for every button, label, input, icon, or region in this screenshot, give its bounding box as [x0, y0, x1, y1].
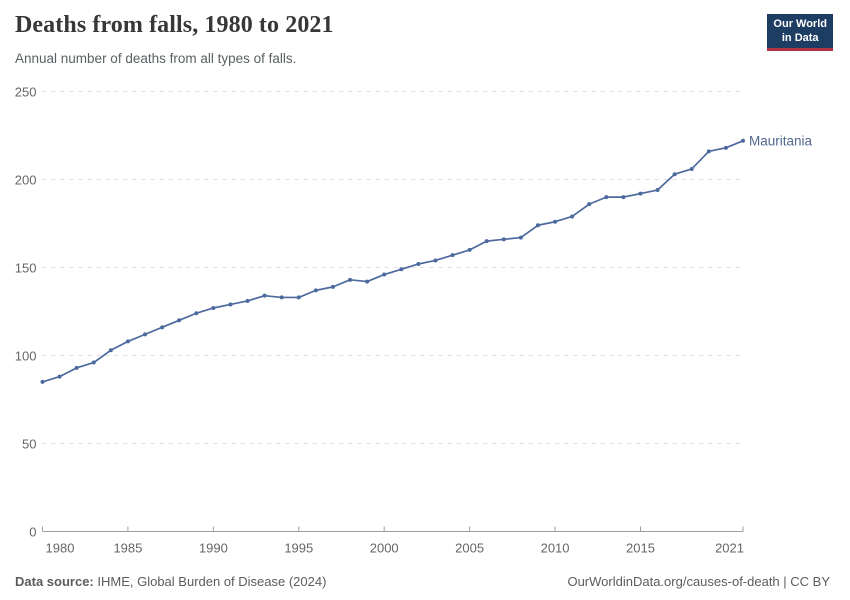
data-point[interactable]	[535, 223, 540, 228]
data-point[interactable]	[74, 365, 79, 370]
data-point[interactable]	[484, 239, 489, 244]
x-tick-label: 2000	[370, 541, 399, 556]
logo-line1: Our World	[773, 18, 827, 30]
x-tick-label: 1980	[46, 541, 75, 556]
data-point[interactable]	[741, 138, 745, 143]
data-point[interactable]	[108, 348, 113, 353]
data-point[interactable]	[245, 298, 250, 303]
data-point[interactable]	[177, 318, 182, 323]
data-point[interactable]	[723, 145, 728, 150]
data-point[interactable]	[587, 202, 592, 207]
data-point[interactable]	[296, 295, 301, 300]
x-tick-label: 2021	[715, 541, 744, 556]
data-point[interactable]	[40, 379, 45, 384]
data-point[interactable]	[228, 302, 233, 307]
data-point[interactable]	[313, 288, 318, 293]
data-point[interactable]	[382, 272, 387, 277]
data-point[interactable]	[211, 305, 216, 310]
y-tick-label: 0	[29, 525, 36, 540]
data-point[interactable]	[689, 166, 694, 171]
x-tick-label: 1990	[199, 541, 228, 556]
data-point[interactable]	[194, 311, 199, 316]
data-point[interactable]	[348, 277, 353, 282]
chart-footer: Data source: IHME, Global Burden of Dise…	[15, 574, 830, 589]
logo-line2: in Data	[781, 31, 819, 44]
y-tick-label: 150	[15, 261, 37, 276]
data-point[interactable]	[262, 293, 267, 298]
data-point[interactable]	[91, 360, 96, 365]
data-point[interactable]	[279, 295, 284, 300]
data-point[interactable]	[433, 258, 438, 263]
y-tick-label: 100	[15, 349, 37, 364]
x-tick-label: 2010	[541, 541, 570, 556]
y-tick-label: 50	[22, 437, 36, 452]
data-point[interactable]	[125, 339, 130, 344]
data-point[interactable]	[330, 284, 335, 289]
entity-label[interactable]: Mauritania	[749, 133, 813, 148]
data-line[interactable]	[41, 139, 744, 383]
data-point[interactable]	[143, 332, 148, 337]
data-point[interactable]	[450, 253, 455, 258]
data-point[interactable]	[160, 325, 165, 330]
y-tick-label: 200	[15, 173, 37, 188]
data-point[interactable]	[706, 149, 711, 154]
x-tick-label: 2005	[455, 541, 484, 556]
footer-license-link[interactable]: OurWorldinData.org/causes-of-death | CC …	[567, 574, 830, 589]
data-point[interactable]	[570, 214, 575, 219]
x-tick-label: 2015	[626, 541, 655, 556]
x-tick-label: 1995	[284, 541, 313, 556]
data-point[interactable]	[416, 261, 421, 266]
data-point[interactable]	[501, 237, 506, 242]
data-point[interactable]	[57, 374, 62, 379]
data-source: Data source: IHME, Global Burden of Dise…	[15, 574, 326, 589]
data-point[interactable]	[655, 188, 660, 193]
data-point[interactable]	[553, 219, 558, 224]
y-tick-label: 250	[15, 85, 37, 100]
chart-subtitle: Annual number of deaths from all types o…	[15, 51, 297, 66]
data-point[interactable]	[365, 279, 370, 284]
data-point[interactable]	[672, 172, 677, 177]
chart-title: Deaths from falls, 1980 to 2021	[15, 12, 334, 38]
data-point[interactable]	[467, 247, 472, 252]
data-point[interactable]	[518, 235, 523, 240]
data-source-label: Data source:	[15, 574, 94, 589]
data-point[interactable]	[621, 195, 626, 200]
owid-logo[interactable]: Our World in Data	[767, 14, 833, 51]
data-source-text: IHME, Global Burden of Disease (2024)	[97, 574, 327, 589]
data-point[interactable]	[604, 195, 609, 200]
data-point[interactable]	[399, 267, 404, 272]
x-tick-label: 1985	[113, 541, 142, 556]
data-point[interactable]	[638, 191, 643, 196]
